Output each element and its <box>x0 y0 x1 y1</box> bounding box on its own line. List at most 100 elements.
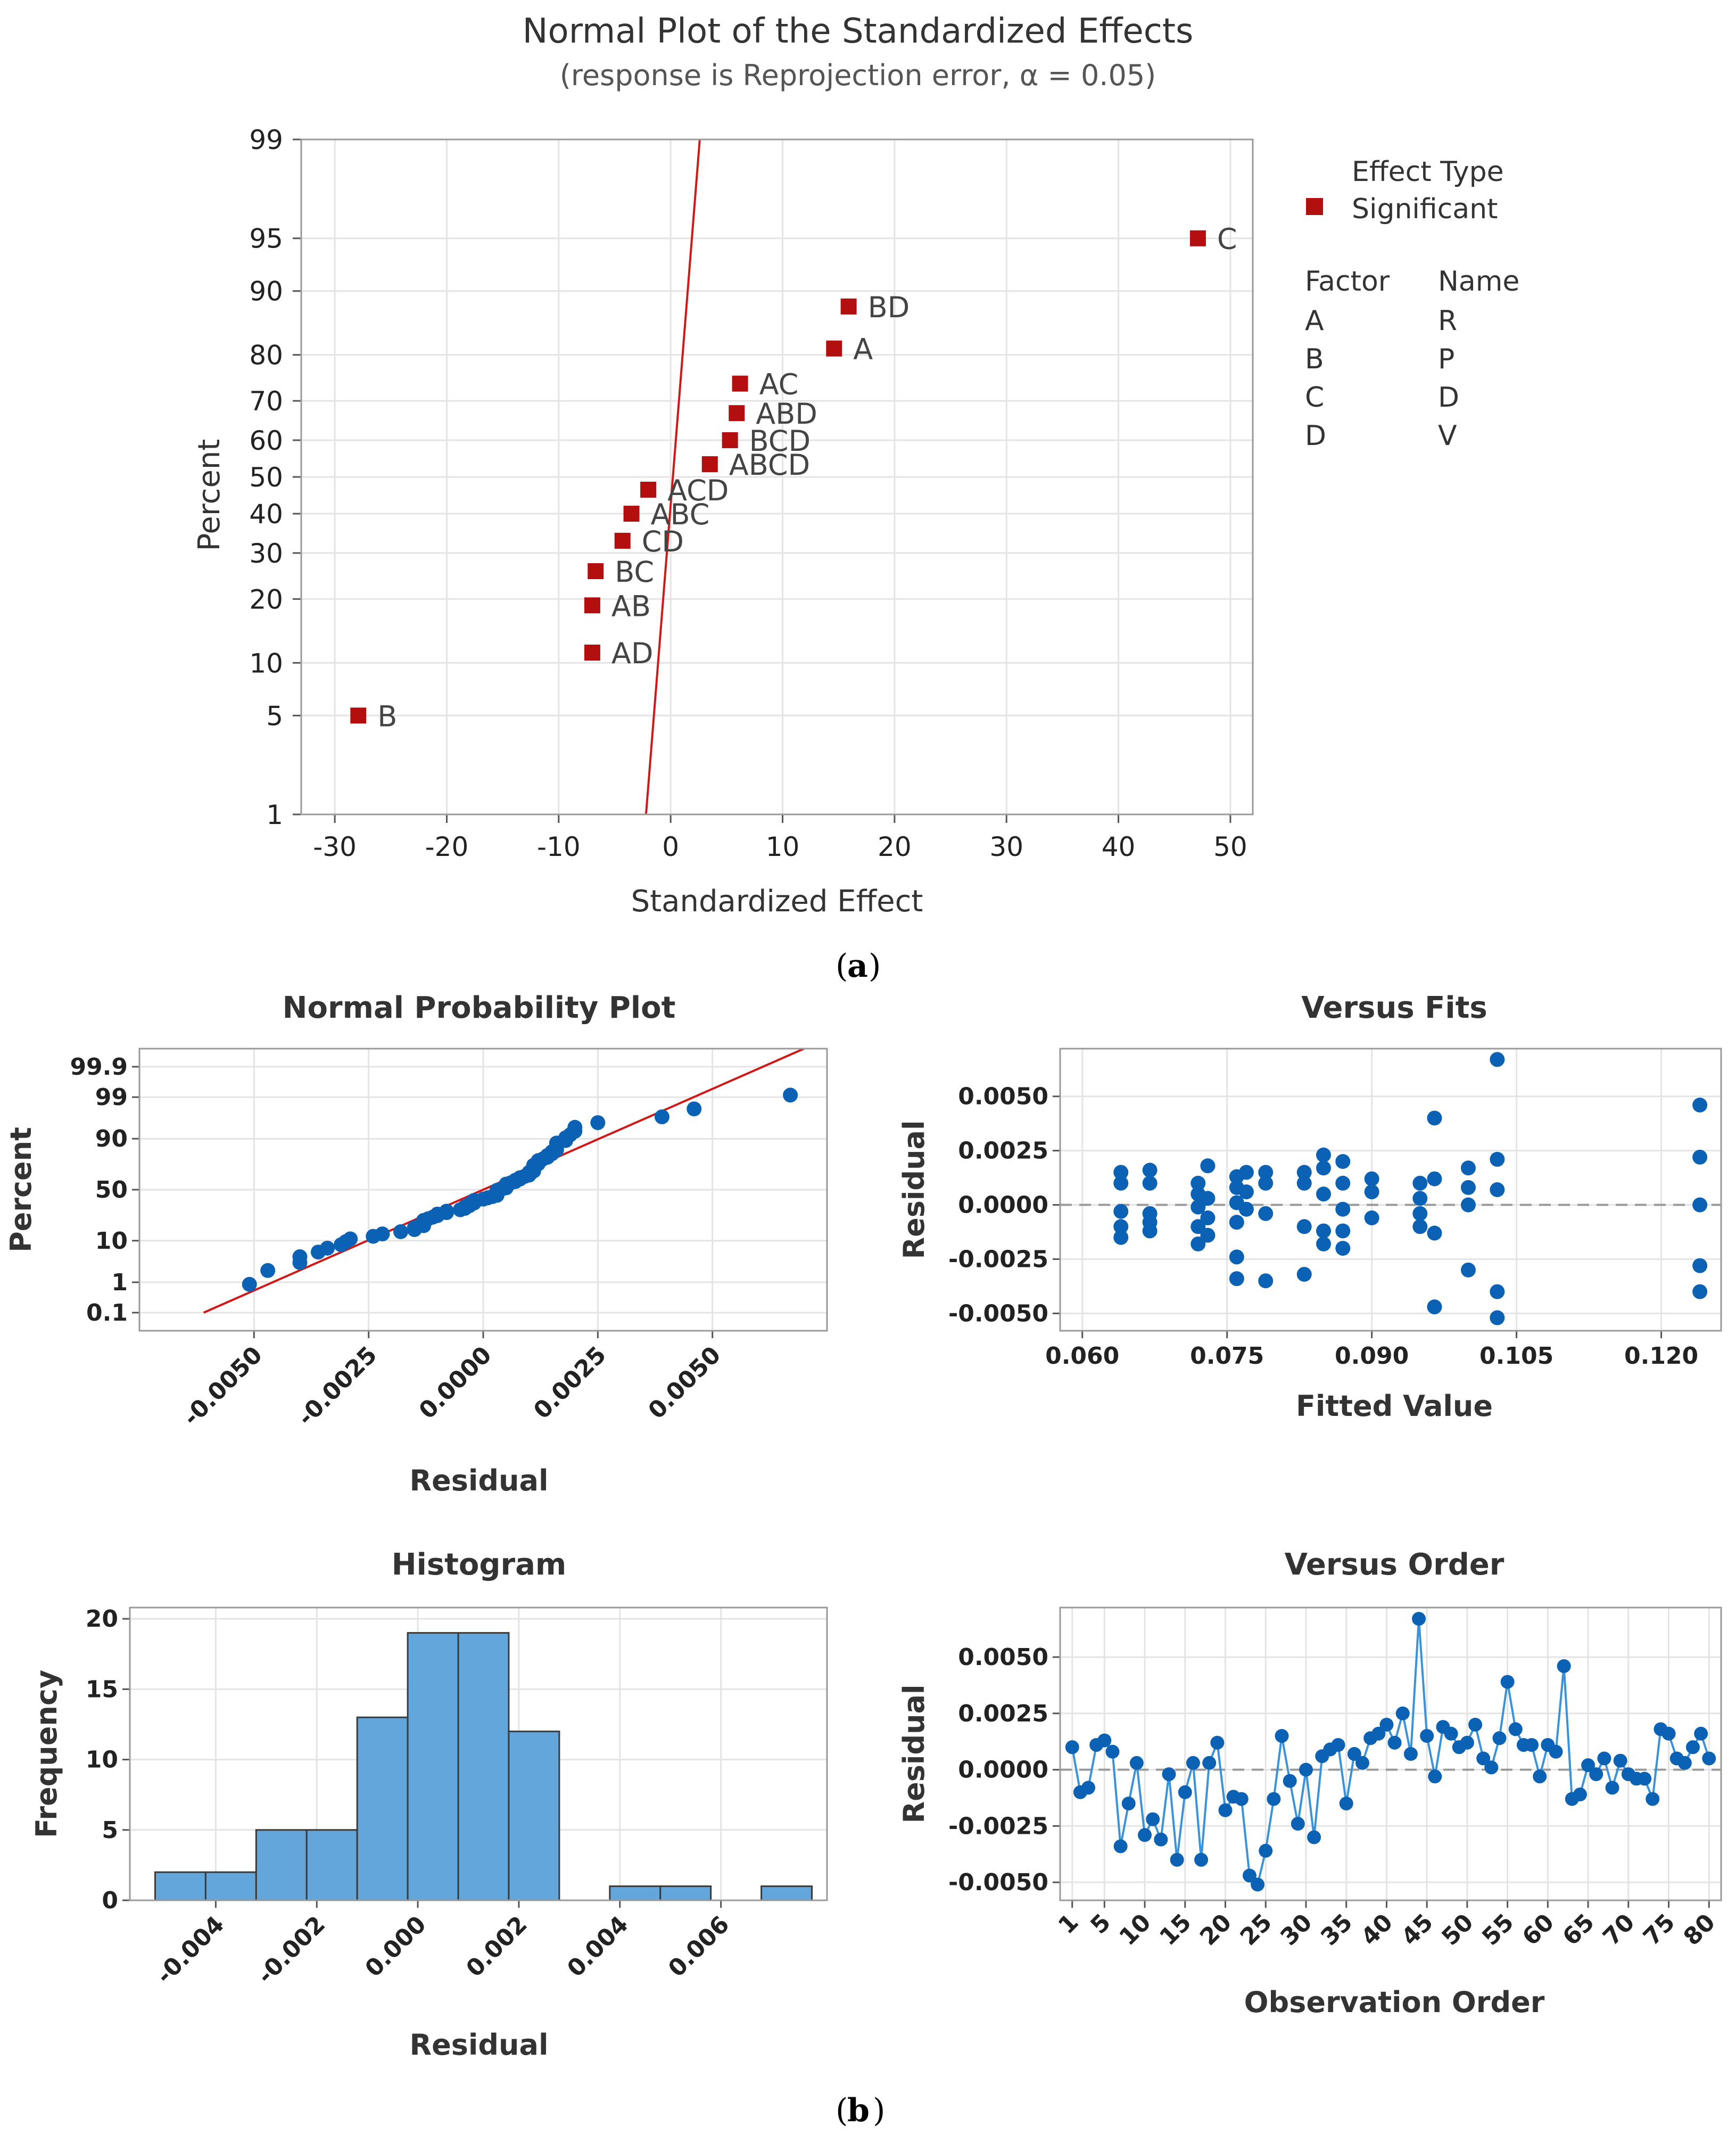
a-ytick-label: 30 <box>249 538 283 569</box>
order-point <box>1339 1797 1353 1811</box>
fits-point <box>1692 1258 1708 1273</box>
panel-a-x-axis-label: Standardized Effect <box>631 884 923 919</box>
fits-point <box>1191 1175 1206 1191</box>
order-point <box>1420 1729 1434 1743</box>
hist-bars <box>154 1632 813 1901</box>
order-xtick-label: 50 <box>1436 1909 1478 1951</box>
fits-ytick-label: 0.0050 <box>958 1083 1048 1110</box>
fits-point <box>1113 1204 1129 1219</box>
versus-order-plot: Versus Order 1 51015202530354045505560657… <box>897 1547 1722 2019</box>
order-point <box>1379 1718 1394 1732</box>
effect-point-acd <box>640 481 657 498</box>
npp-point <box>260 1263 276 1278</box>
order-ytick-label: -0.0025 <box>948 1812 1048 1840</box>
effect-label-acd: ACD <box>667 474 729 507</box>
effect-label-b: B <box>377 699 397 733</box>
order-point <box>1097 1733 1112 1748</box>
a-xtick-label: 20 <box>878 831 912 862</box>
fits-point <box>1692 1149 1708 1165</box>
fits-point <box>1142 1223 1158 1239</box>
panel-a-effects-plot: Normal Plot of the Standardized Effects … <box>192 12 1519 985</box>
hist-bar <box>609 1885 662 1901</box>
fits-xtick-label: 0.075 <box>1190 1342 1264 1370</box>
order-point <box>1162 1767 1176 1782</box>
hist-bar <box>204 1871 257 1901</box>
effect-label-abcd: ABCD <box>729 448 810 482</box>
order-point <box>1646 1792 1660 1806</box>
effect-label-bc: BC <box>615 555 654 589</box>
fits-point <box>1238 1201 1254 1217</box>
fits-point <box>1191 1219 1206 1234</box>
npp-xtick-label: 0.0000 <box>414 1341 497 1424</box>
legend-name-a: R <box>1438 305 1457 337</box>
order-point <box>1444 1726 1458 1741</box>
order-xtick-label: 35 <box>1316 1909 1358 1951</box>
order-point <box>1170 1852 1184 1867</box>
npp-xtick-label: 0.0025 <box>528 1341 611 1424</box>
npp-ytick-label: 10 <box>95 1227 128 1255</box>
fits-point <box>1113 1230 1129 1245</box>
order-xtick-label: 30 <box>1275 1909 1317 1951</box>
effect-label-bcd: BCD <box>749 424 811 458</box>
a-xtick-label: 40 <box>1102 831 1136 862</box>
order-point <box>1194 1852 1209 1867</box>
effect-label-a: A <box>853 333 873 366</box>
legend-name-d: V <box>1438 420 1457 452</box>
legend-name-header: Name <box>1438 266 1519 298</box>
a-ytick-label: 5 <box>266 701 283 731</box>
effect-label-ad: AD <box>611 637 654 670</box>
hist-bar <box>760 1885 813 1901</box>
fits-point <box>1412 1175 1428 1191</box>
order-point <box>1138 1828 1152 1842</box>
panel-a-subtitle: (response is Reprojection error, α = 0.0… <box>560 59 1156 92</box>
hist-ytick-label: 5 <box>102 1817 118 1844</box>
npp-y-axis-label: Percent <box>4 1127 38 1253</box>
npp-xtick-label: -0.0050 <box>178 1341 268 1431</box>
order-point <box>1105 1744 1120 1759</box>
legend-title: Effect Type <box>1352 156 1504 188</box>
order-series-line <box>1071 1619 1710 1887</box>
effect-point-bc <box>588 563 604 580</box>
a-ytick-label: 20 <box>249 584 283 615</box>
npp-point <box>590 1115 606 1131</box>
npp-ytick-label: 99.9 <box>70 1053 128 1081</box>
fits-point <box>1229 1215 1244 1230</box>
order-title: Versus Order <box>1285 1547 1504 1582</box>
hist-title: Histogram <box>392 1547 566 1582</box>
fits-point <box>1490 1310 1505 1325</box>
order-ytick-label: 0.0050 <box>958 1644 1048 1671</box>
order-xtick-label: 65 <box>1558 1909 1600 1951</box>
order-point <box>1218 1803 1233 1817</box>
hist-xtick-label: 0.004 <box>562 1911 633 1982</box>
effect-point-b <box>350 707 367 724</box>
hist-xtick-label: -0.004 <box>151 1911 229 1989</box>
panel-a-caption-letter: a <box>847 947 868 985</box>
fits-point <box>1316 1160 1331 1176</box>
hist-xtick-label: 0.002 <box>461 1911 532 1982</box>
hist-bar <box>255 1829 308 1901</box>
panel-b-caption-letter: b <box>847 2092 870 2129</box>
fits-ytick-label: -0.0025 <box>948 1246 1048 1273</box>
fits-point <box>1238 1165 1254 1180</box>
a-ytick-label: 40 <box>249 499 283 530</box>
effect-point-bd <box>840 298 857 315</box>
hist-bar <box>356 1716 409 1901</box>
effect-point-abcd <box>701 456 718 473</box>
order-xtick-label: 70 <box>1598 1909 1640 1951</box>
hist-xtick-label: 0.006 <box>663 1911 734 1982</box>
hist-bar <box>457 1632 510 1901</box>
fits-point <box>1335 1241 1351 1256</box>
order-xtick-label: 20 <box>1195 1909 1237 1951</box>
npp-point <box>292 1249 308 1264</box>
fits-point <box>1692 1098 1708 1113</box>
a-xtick-label: 30 <box>989 831 1023 862</box>
order-point <box>1202 1756 1217 1770</box>
fits-point <box>1258 1206 1274 1221</box>
a-ytick-label: 50 <box>249 462 283 493</box>
fits-point <box>1427 1299 1442 1315</box>
order-point <box>1178 1785 1192 1799</box>
fits-point <box>1364 1210 1379 1225</box>
order-point <box>1299 1762 1313 1777</box>
